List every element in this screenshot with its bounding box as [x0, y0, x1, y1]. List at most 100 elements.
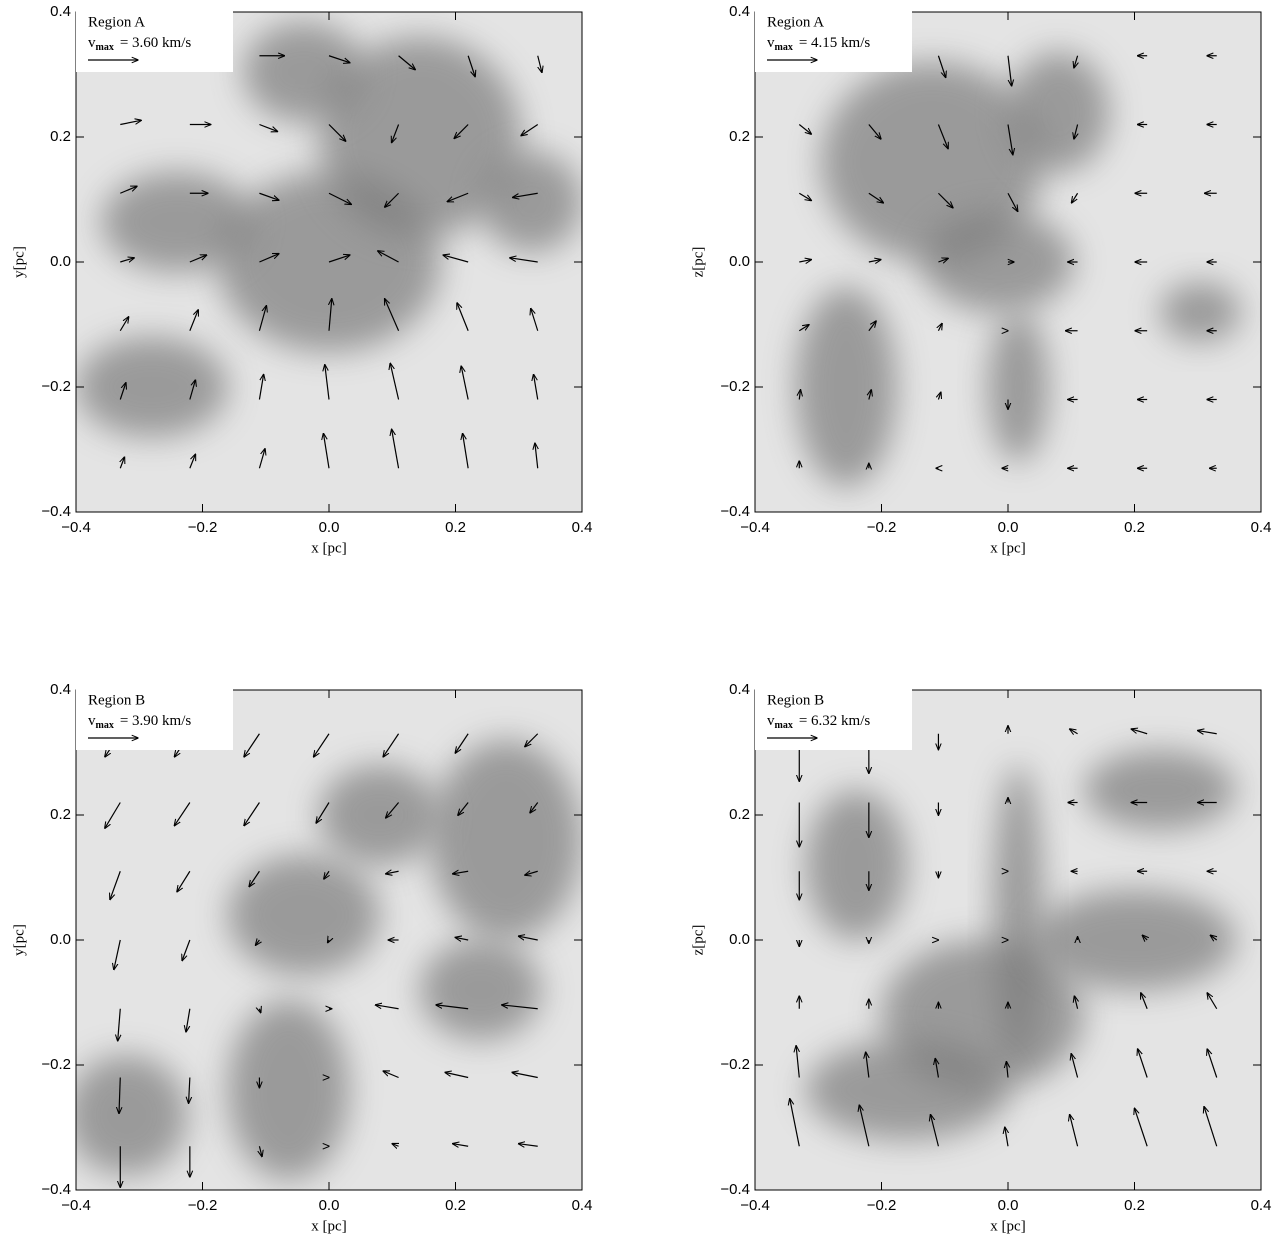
- y-tick-label: 0.4: [729, 3, 750, 20]
- y-tick-label: −0.4: [720, 1181, 750, 1198]
- velocity-arrow: [531, 309, 539, 331]
- velocity-arrow: [534, 375, 539, 400]
- vmax-symbol: v: [88, 35, 96, 51]
- y-tick-label: −0.4: [41, 1181, 71, 1198]
- density-map: [76, 12, 582, 512]
- y-tick-label: −0.2: [41, 1056, 71, 1073]
- velocity-arrow: [378, 251, 399, 263]
- velocity-arrow: [398, 55, 416, 70]
- velocity-arrow: [258, 375, 263, 400]
- panel: −0.4 −0.2 0.0 0.2 0.4 −0.4 −0.2 0.0 0.2 0.4 x [pc]…: [690, 681, 1271, 1234]
- density-blob: [987, 312, 1049, 462]
- velocity-arrow: [1204, 1107, 1218, 1147]
- velocity-arrow: [256, 940, 260, 945]
- x-tick-label: 0.4: [572, 519, 593, 536]
- velocity-arrow: [931, 1115, 940, 1147]
- velocity-arrow: [325, 365, 330, 400]
- velocity-arrow: [798, 192, 811, 200]
- velocity-arrow: [513, 192, 538, 197]
- panel: −0.4 −0.2 0.0 0.2 0.4 −0.4 −0.2 0.0 0.2 0.4 x [pc]…: [690, 3, 1271, 556]
- density-blob: [318, 37, 522, 237]
- velocity-arrow: [392, 1144, 398, 1147]
- y-tick-label: 0.4: [50, 681, 71, 698]
- vmax-subscript: max: [775, 42, 793, 53]
- y-tick-label: 0.2: [50, 806, 71, 823]
- velocity-arrow: [189, 255, 207, 263]
- velocity-arrow: [463, 434, 469, 469]
- velocity-arrow: [1006, 1062, 1008, 1078]
- velocity-arrow: [1141, 993, 1148, 1009]
- density-blob: [921, 212, 1074, 312]
- velocity-arrow: [119, 383, 126, 400]
- velocity-arrow: [189, 1077, 190, 1104]
- velocity-arrow: [796, 1046, 799, 1078]
- velocity-arrow: [189, 380, 196, 400]
- y-tick-label: −0.4: [720, 503, 750, 520]
- velocity-arrow: [798, 124, 811, 135]
- velocity-arrow: [935, 1059, 938, 1078]
- velocity-arrow: [182, 939, 191, 961]
- density-blob: [1159, 282, 1241, 342]
- velocity-arrow: [454, 124, 469, 139]
- x-tick-label: −0.2: [188, 519, 218, 536]
- x-tick-label: 0.0: [319, 519, 340, 536]
- density-blob: [1083, 750, 1236, 830]
- velocity-arrow: [316, 802, 330, 824]
- velocity-arrow: [186, 1008, 191, 1032]
- velocity-arrow: [328, 124, 346, 142]
- region-label: Region A: [88, 14, 145, 30]
- velocity-arrow: [1071, 1054, 1079, 1078]
- density-map: [755, 690, 1261, 1190]
- x-tick-label: 0.2: [1124, 1197, 1145, 1214]
- y-tick-label: 0.4: [729, 681, 750, 698]
- velocity-arrow: [937, 124, 948, 149]
- velocity-arrow: [174, 802, 191, 826]
- x-tick-label: 0.2: [445, 519, 466, 536]
- velocity-arrow: [502, 1005, 538, 1010]
- velocity-arrow: [189, 454, 196, 469]
- y-axis-label: y[pc]: [11, 246, 27, 278]
- velocity-arrow: [386, 802, 400, 818]
- x-tick-label: 0.4: [572, 1197, 593, 1214]
- velocity-arrow: [120, 186, 137, 194]
- velocity-arrow: [453, 1144, 469, 1147]
- velocity-arrow: [798, 325, 809, 332]
- velocity-arrow: [1210, 935, 1216, 940]
- density-blob: [795, 287, 897, 487]
- velocity-arrow: [938, 258, 948, 262]
- legend-box: [76, 688, 233, 750]
- velocity-arrow: [329, 299, 332, 331]
- velocity-arrow: [258, 306, 266, 331]
- x-tick-label: −0.2: [188, 1197, 218, 1214]
- velocity-arrow: [1070, 1115, 1079, 1147]
- legend-box: [76, 10, 233, 72]
- velocity-arrow: [375, 1005, 399, 1010]
- velocity-arrow: [455, 937, 469, 940]
- velocity-arrow: [530, 802, 539, 813]
- vmax-label: vmax = 3.60 km/s: [88, 35, 191, 53]
- vectors: [790, 726, 1218, 1147]
- velocity-arrow: [868, 260, 881, 262]
- x-tick-label: 0.0: [998, 519, 1019, 536]
- vmax-symbol: v: [767, 713, 775, 729]
- x-tick-label: −0.2: [867, 1197, 897, 1214]
- velocity-arrow: [1131, 729, 1148, 735]
- velocity-arrow: [510, 258, 538, 263]
- legend-box: [755, 688, 912, 750]
- velocity-arrow: [525, 733, 539, 747]
- velocity-arrow: [1074, 55, 1078, 68]
- velocity-arrow: [1207, 993, 1218, 1010]
- region-label: Region A: [767, 14, 824, 30]
- velocity-arrow: [244, 733, 260, 757]
- velocity-arrow: [385, 299, 400, 331]
- velocity-arrow: [119, 1077, 120, 1114]
- velocity-arrow: [790, 1099, 800, 1147]
- y-tick-label: −0.2: [41, 378, 71, 395]
- panel: −0.4 −0.2 0.0 0.2 0.4 −0.4 −0.2 0.0 0.2 0.4 x [pc]…: [11, 3, 592, 556]
- velocity-arrow: [249, 870, 260, 886]
- velocity-arrow: [324, 870, 329, 879]
- velocity-arrow: [535, 443, 538, 469]
- velocity-arrow: [1142, 935, 1147, 940]
- velocity-arrow: [1207, 1049, 1218, 1078]
